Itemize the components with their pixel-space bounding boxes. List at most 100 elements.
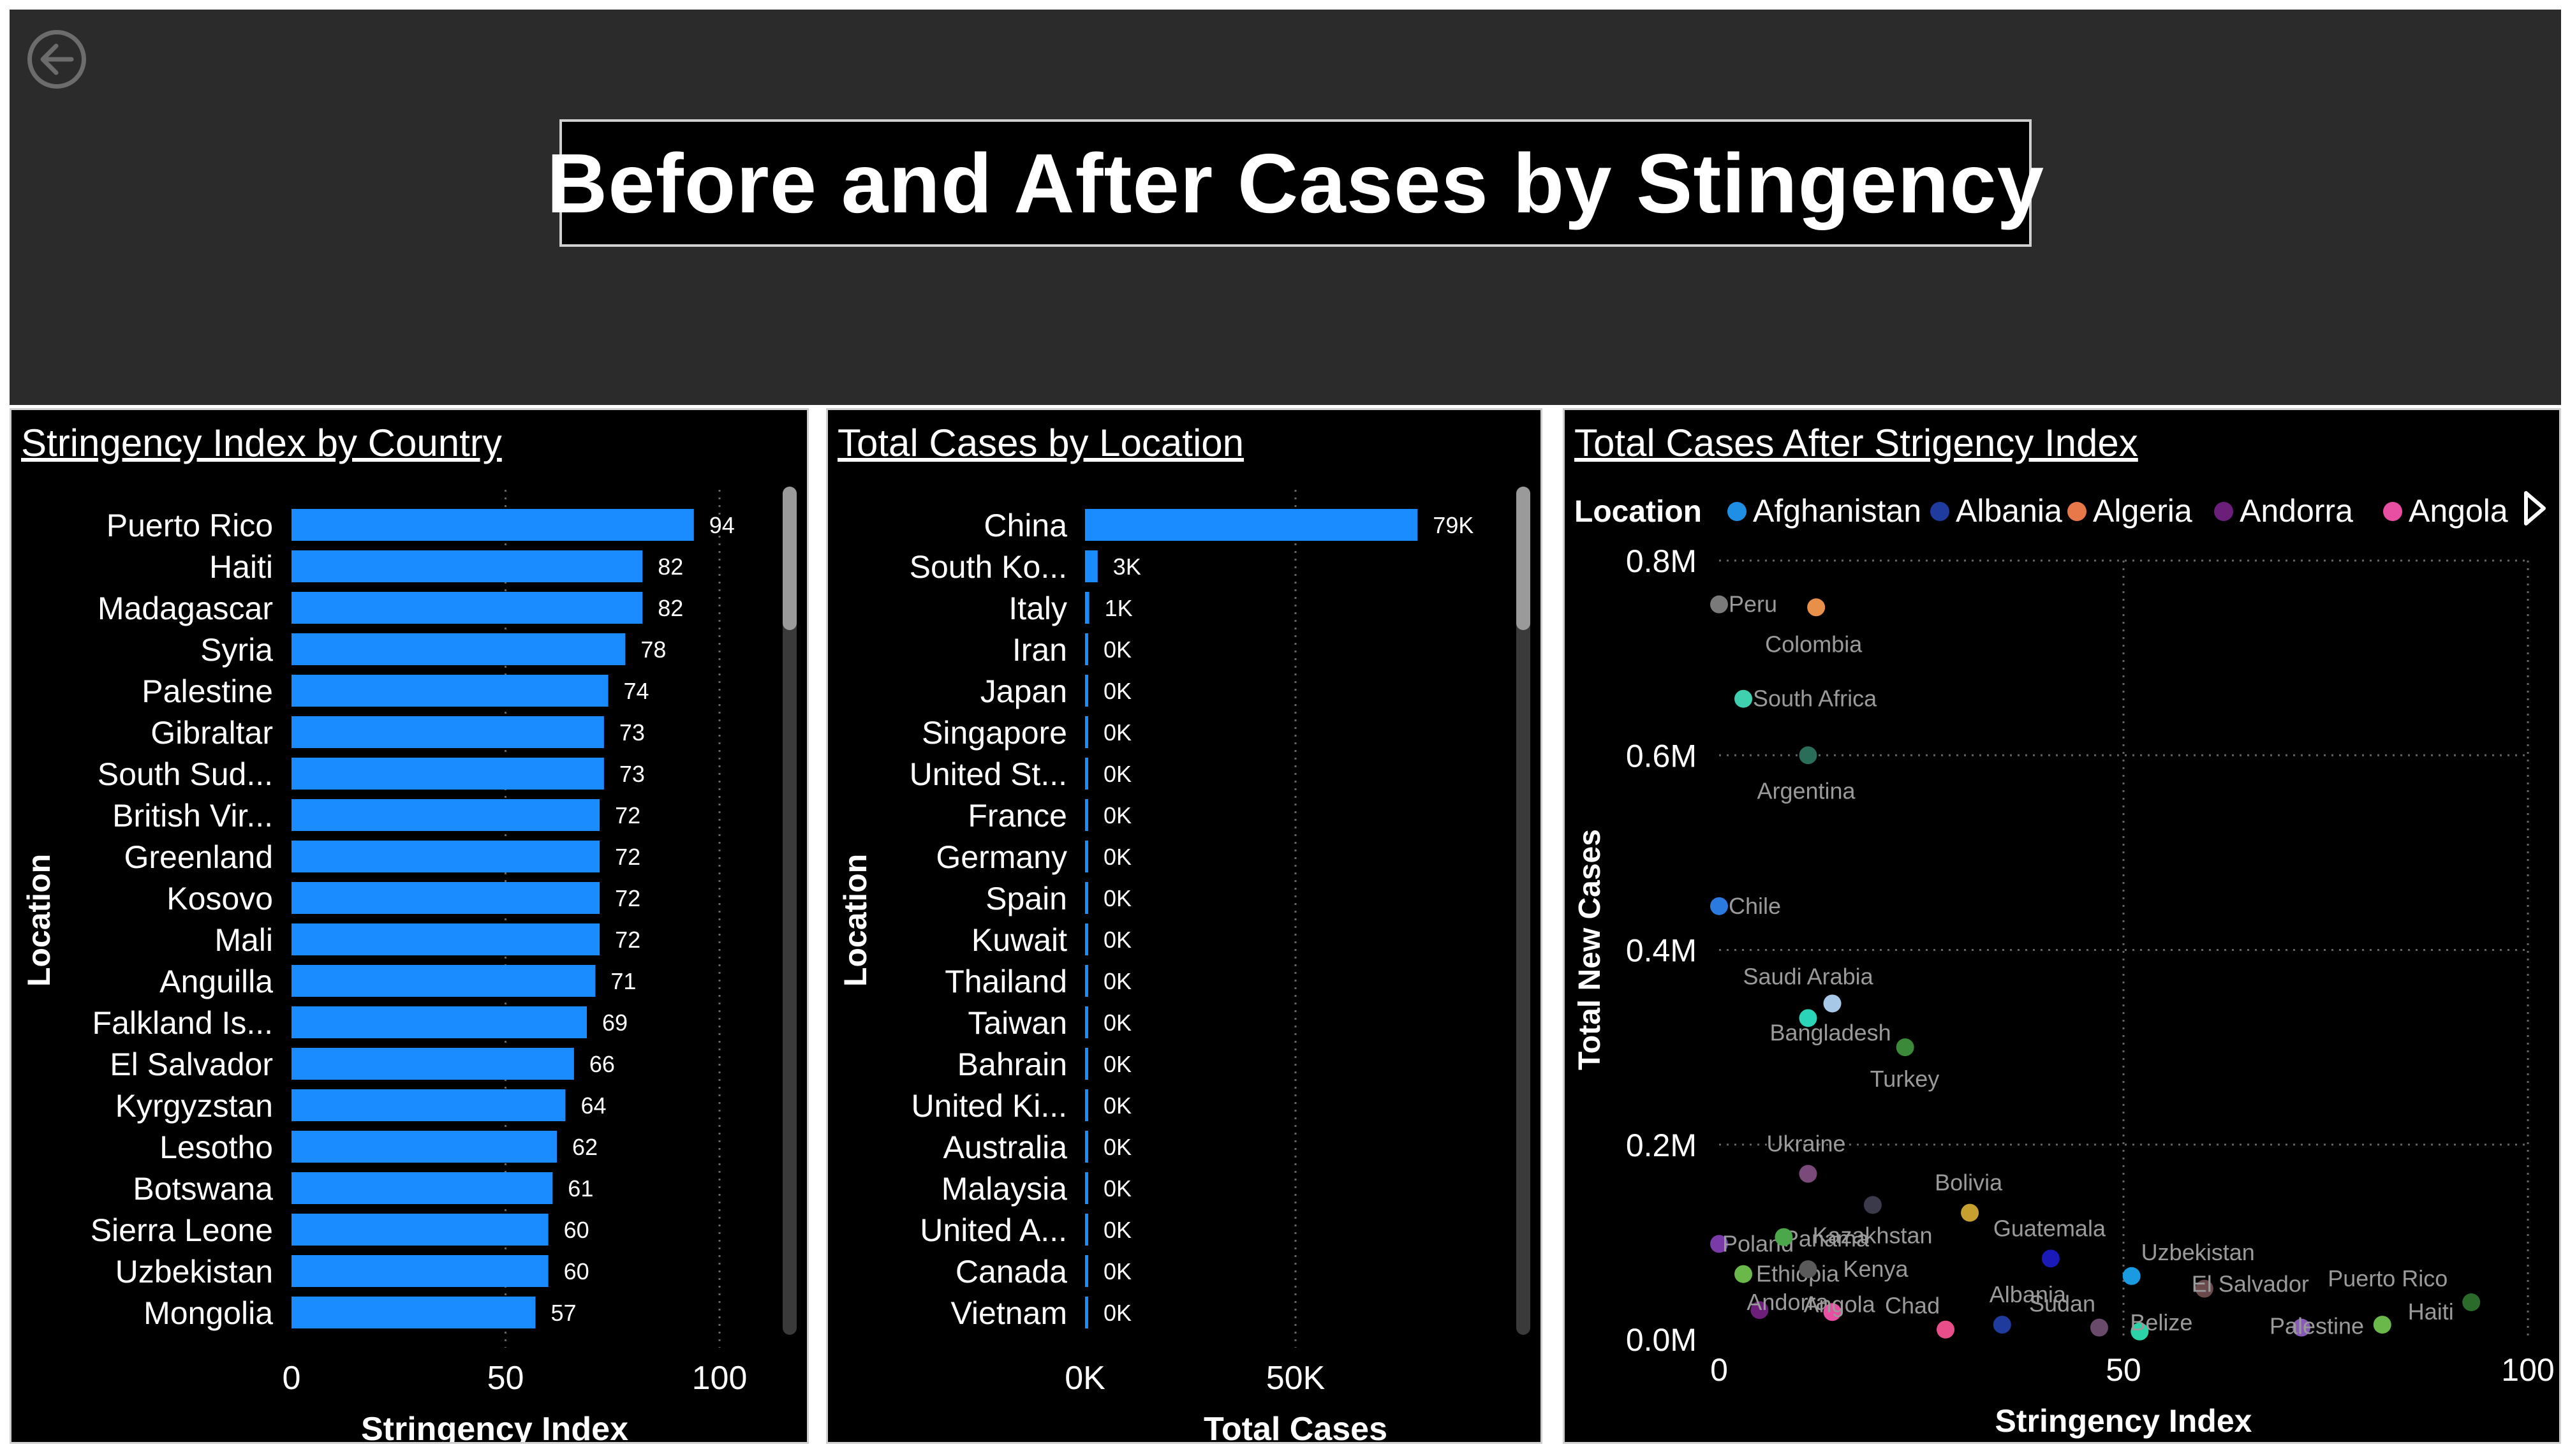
legend-item-angola[interactable]: Angola [2409,493,2508,529]
scatter-point-poland[interactable] [1710,1235,1728,1253]
scatter-point-bolivia[interactable] [1961,1203,1979,1222]
total-cases-bar-france[interactable] [1085,799,1088,831]
scatter-point-haiti[interactable] [2373,1316,2391,1334]
stringency-bar-lesotho[interactable] [292,1131,558,1163]
stringency-data-label: 74 [624,678,649,704]
stringency-data-label: 57 [550,1300,576,1326]
total-cases-scrollbar-thumb[interactable] [1516,487,1530,630]
stringency-bar-mali[interactable] [292,923,600,955]
stringency-bar-sierra-leone[interactable] [292,1214,549,1246]
stringency-bar-greenland[interactable] [292,841,600,872]
scatter-point-guatemala[interactable] [2041,1249,2060,1268]
stringency-category-label: Mongolia [144,1295,273,1331]
scatter-point-ethiopia[interactable] [1734,1265,1753,1283]
stringency-bar-anguilla[interactable] [292,965,596,997]
legend-item-albania[interactable]: Albania [1956,493,2062,529]
stringency-category-label: Lesotho [159,1129,273,1165]
stringency-bar-palestine[interactable] [292,675,609,707]
total-cases-scrollbar-track[interactable] [1516,487,1530,1335]
stringency-data-label: 60 [564,1217,589,1243]
stringency-x-axis-title: Stringency Index [361,1411,628,1442]
stringency-bar-south-sud[interactable] [292,758,604,790]
total-cases-bar-bahrain[interactable] [1085,1048,1088,1080]
stringency-bar-mongolia[interactable] [292,1297,536,1328]
stringency-data-label: 82 [658,554,683,580]
total-cases-bar-spain[interactable] [1085,882,1088,914]
stringency-bar-kyrgyzstan[interactable] [292,1089,566,1121]
cases-after-stringency-scatter: Total Cases After Strigency Index Locatio… [1573,422,2555,1439]
scatter-point-ukraine[interactable] [1799,1165,1817,1183]
legend-item-andorra[interactable]: Andorra [2240,493,2353,529]
stringency-scrollbar-thumb[interactable] [783,487,797,630]
stringency-bar-madagascar[interactable] [292,592,643,624]
scatter-point-el-salvador[interactable] [2195,1279,2213,1298]
stringency-bar-puerto-rico[interactable] [292,509,694,541]
total-cases-bar-australia[interactable] [1085,1131,1088,1163]
scatter-point-albania[interactable] [1993,1316,2011,1334]
stringency-bar-syria[interactable] [292,633,626,665]
scatter-point-label: Argentina [1757,777,1856,804]
scatter-point-puerto-rico[interactable] [2462,1293,2481,1312]
legend-marker-algeria [2067,502,2086,521]
stringency-bar-el-salvador[interactable] [292,1048,574,1080]
scatter-point-colombia[interactable] [1807,598,1826,617]
total-cases-bar-malaysia[interactable] [1085,1172,1088,1204]
total-cases-bar-united-a[interactable] [1085,1214,1088,1246]
total-cases-bar-italy[interactable] [1085,592,1089,624]
total-cases-bar-vietnam[interactable] [1085,1297,1088,1328]
stringency-category-label: Kyrgyzstan [115,1088,273,1124]
total-cases-bar-china[interactable] [1085,509,1418,541]
stringency-chart-title: Stringency Index by Country [21,422,502,464]
stringency-bar-botswana[interactable] [292,1172,553,1204]
scatter-point-chile[interactable] [1710,897,1728,915]
total-cases-bar-united-ki[interactable] [1085,1089,1088,1121]
total-cases-bar-singapore[interactable] [1085,716,1088,748]
total-cases-bar-thailand[interactable] [1085,965,1088,997]
total-cases-x-axis-title: Total Cases [1204,1411,1387,1442]
scatter-point-uzbekistan[interactable] [2122,1267,2141,1285]
scatter-point-belize[interactable] [2131,1322,2149,1341]
scatter-point-kazakhstan[interactable] [1775,1228,1793,1246]
scatter-point-label: South Africa [1753,686,1877,712]
stringency-category-label: Syria [200,632,273,668]
scatter-point-sudan[interactable] [2090,1318,2108,1337]
total-cases-bar-united-st[interactable] [1085,758,1088,790]
scatter-point-palestine[interactable] [2292,1318,2310,1337]
total-cases-bar-germany[interactable] [1085,841,1088,872]
scatter-point-saudi-arabia[interactable] [1823,994,1842,1013]
scatter-point-south-africa[interactable] [1734,689,1753,708]
scatter-point-turkey[interactable] [1896,1038,1914,1057]
stringency-bar-haiti[interactable] [292,550,643,582]
back-button[interactable] [27,30,86,89]
report-header: Before and After Cases by Stingency [10,10,2561,405]
total-cases-bar-south-ko[interactable] [1085,550,1098,582]
scatter-point-chad[interactable] [1937,1320,1955,1339]
scatter-point-peru[interactable] [1710,595,1728,614]
total-cases-bar-kuwait[interactable] [1085,923,1088,955]
stringency-bar-british-vir[interactable] [292,799,600,831]
stringency-bar-uzbekistan[interactable] [292,1255,549,1287]
scatter-point-andorra[interactable] [1750,1301,1769,1320]
stringency-category-label: Haiti [209,549,273,585]
stringency-bar-falkland-is[interactable] [292,1006,587,1038]
stringency-bar-kosovo[interactable] [292,882,600,914]
stringency-bar-gibraltar[interactable] [292,716,604,748]
scatter-point-panama[interactable] [1863,1196,1882,1214]
total-cases-bar-iran[interactable] [1085,633,1088,665]
total-cases-bar-taiwan[interactable] [1085,1006,1088,1038]
scatter-point-label: Ukraine [1766,1131,1845,1157]
scatter-point-kenya[interactable] [1799,1260,1817,1279]
legend-next-arrow-icon[interactable] [2524,491,2546,526]
total-cases-data-label: 0K [1104,761,1132,787]
scatter-point-label: Kenya [1843,1256,1909,1282]
scatter-point-bangladesh[interactable] [1799,1009,1817,1027]
total-cases-bar-canada[interactable] [1085,1255,1088,1287]
legend-item-algeria[interactable]: Algeria [2093,493,2192,529]
total-cases-data-label: 0K [1104,1092,1132,1119]
scatter-point-label: Bangladesh [1769,1019,1891,1045]
scatter-point-angola[interactable] [1823,1303,1842,1321]
stringency-scrollbar-track[interactable] [783,487,797,1335]
legend-item-afghanistan[interactable]: Afghanistan [1753,493,1921,529]
scatter-point-argentina[interactable] [1799,746,1817,765]
total-cases-bar-japan[interactable] [1085,675,1088,707]
